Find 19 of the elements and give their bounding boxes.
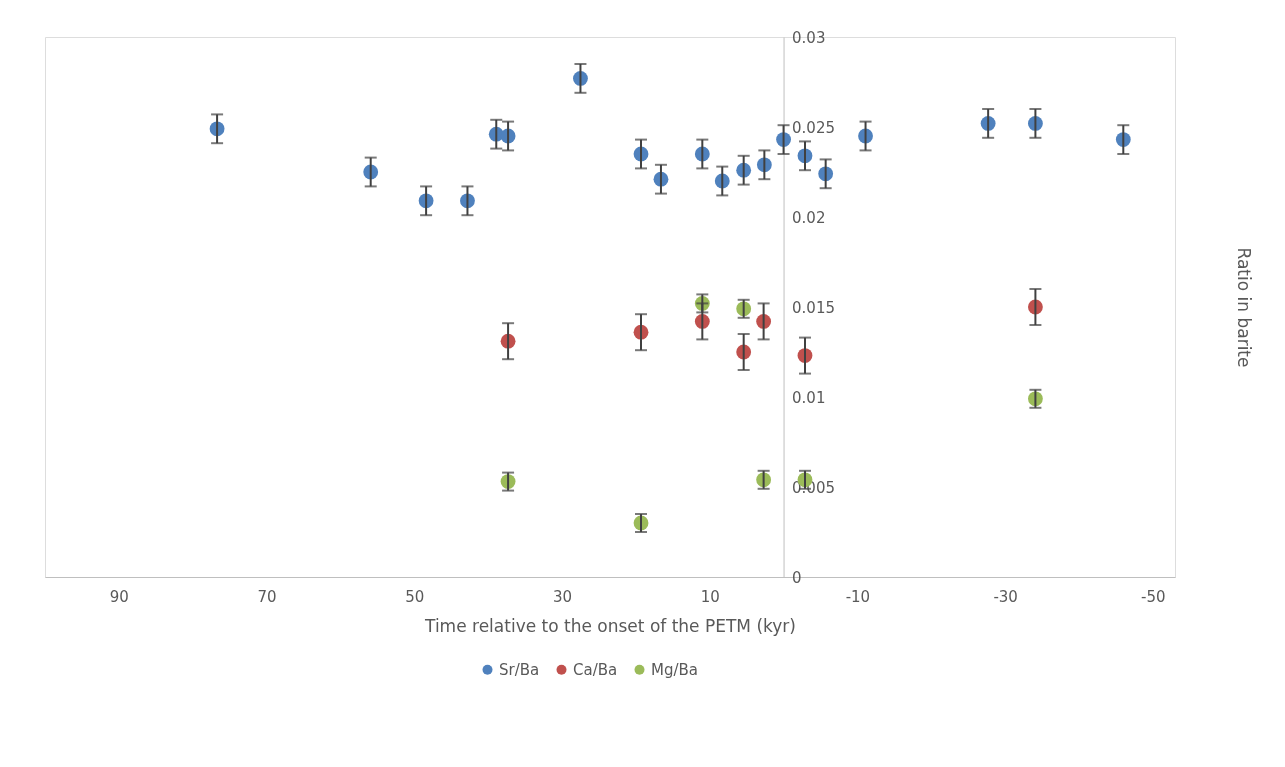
y-tick-label: 0.025 (792, 118, 836, 137)
y-tick-label: 0.015 (792, 298, 836, 317)
y-axis-title: Ratio in barite (1234, 247, 1255, 368)
x-tick-label: 90 (109, 587, 129, 606)
y-tick-label: 0.01 (792, 388, 826, 407)
y-tick-label: 0.02 (792, 208, 826, 227)
legend-label: Ca/Ba (573, 660, 618, 679)
y-tick-label: 0.03 (792, 28, 826, 47)
x-tick-label: 10 (700, 587, 720, 606)
legend-label: Sr/Ba (499, 660, 540, 679)
x-tick-label: -30 (993, 587, 1018, 606)
x-tick-label: 50 (405, 587, 425, 606)
x-tick-label: -50 (1141, 587, 1166, 606)
legend-label: Mg/Ba (651, 660, 698, 679)
x-tick-label: 30 (552, 587, 573, 606)
x-tick-label: -10 (845, 587, 871, 606)
y-tick-label: 0 (792, 568, 802, 587)
x-tick-label: 70 (257, 587, 277, 606)
x-axis-title: Time relative to the onset of the PETM (kyr) (424, 615, 796, 636)
